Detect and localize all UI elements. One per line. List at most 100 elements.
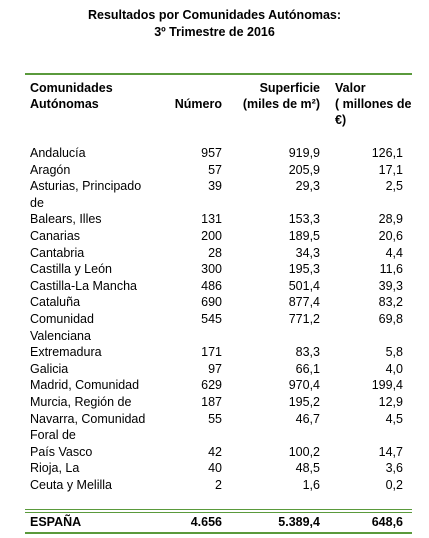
header-cell: Valor ( millones de €)	[335, 80, 425, 128]
header-line: Valor	[335, 81, 366, 95]
cell: Rioja, La	[30, 461, 80, 476]
table-row: Castilla y León 300 195,3 11,6	[0, 261, 429, 278]
cell: 153,3	[288, 212, 320, 227]
header-line: (miles de m²)	[242, 97, 320, 111]
cell: 69,8	[378, 311, 403, 326]
cell: Castilla y León	[30, 262, 112, 277]
cell: 66,1	[295, 361, 320, 376]
bottom-rule	[25, 532, 412, 534]
total-row: ESPAÑA 4.656 5.389,4 648,6	[0, 514, 429, 530]
title-line: 3º Trimestre de 2016	[154, 25, 275, 39]
header-line: Comunidades	[30, 81, 113, 95]
cell: 11,6	[379, 262, 403, 277]
table-row: Canarias 200 189,5 20,6	[0, 228, 429, 245]
cell: 195,2	[288, 394, 320, 409]
header-line: Superficie	[259, 81, 320, 95]
cell: Cantabria	[30, 245, 85, 260]
cell: 12,9	[378, 394, 403, 409]
cell: 34,3	[295, 245, 320, 260]
cell: 4,5	[385, 411, 403, 426]
cell: 55	[208, 411, 222, 426]
cell: 131	[201, 212, 222, 227]
total-cells: ESPAÑA 4.656 5.389,4 648,6	[0, 514, 429, 530]
header-cell: Número	[148, 96, 222, 112]
cell: 39,3	[378, 278, 403, 293]
table-row: Cataluña 690 877,4 83,2	[0, 294, 429, 311]
cell: País Vasco	[30, 444, 93, 459]
table-body: Andalucía 957 919,9 126,1 Aragón 57 205,9 17,1 A…	[0, 145, 429, 493]
table-row: Castilla-La Mancha 486 501,4 39,3	[0, 278, 429, 295]
cell: ESPAÑA	[30, 515, 82, 529]
cell: 648,6	[371, 515, 403, 529]
cell: Aragón	[30, 162, 71, 177]
table-row: Comunidad Valenciana 545 771,2 69,8	[0, 311, 429, 344]
cell: 46,7	[295, 411, 320, 426]
cell: 14,7	[378, 444, 403, 459]
cell: 97	[208, 361, 222, 376]
cell: 1,6	[302, 477, 320, 492]
cell: 629	[201, 378, 222, 393]
table-row: Galicia 97 66,1 4,0	[0, 361, 429, 378]
header-line: Número	[174, 97, 222, 111]
cell: 199,4	[371, 378, 403, 393]
cell: Navarra, Comunidad Foral de	[30, 411, 146, 443]
cell: Murcia, Región de	[30, 394, 132, 409]
cell: 29,3	[295, 179, 320, 194]
cell: 195,3	[288, 262, 320, 277]
cell: 2,5	[385, 179, 403, 194]
header-line: ( millones de	[335, 97, 412, 111]
cell: 28,9	[378, 212, 403, 227]
cell: 501,4	[288, 278, 320, 293]
table-row: Asturias, Principado de 39 29,3 2,5	[0, 178, 429, 211]
cell: 486	[201, 278, 222, 293]
cell: Balears, Illes	[30, 212, 102, 227]
cell: Andalucía	[30, 146, 86, 160]
cell: 48,5	[295, 461, 320, 476]
table-row: Cantabria 28 34,3 4,4	[0, 245, 429, 262]
cell: 970,4	[288, 378, 320, 393]
table-row: Rioja, La 40 48,5 3,6	[0, 460, 429, 477]
cell: 83,3	[295, 345, 320, 360]
table-row: Ceuta y Melilla 2 1,6 0,2	[0, 477, 429, 494]
cell: 300	[201, 262, 222, 277]
cell: 42	[208, 444, 222, 459]
header-line: €)	[335, 113, 347, 127]
cell: 4.656	[190, 515, 222, 529]
cell: Ceuta y Melilla	[30, 477, 112, 492]
header-cell: Comunidades Autónomas	[30, 80, 148, 112]
table-row: Navarra, Comunidad Foral de 55 46,7 4,5	[0, 411, 429, 444]
cell: 39	[208, 179, 222, 194]
cell: 690	[201, 295, 222, 310]
cell: 957	[201, 146, 222, 160]
cell: 4,4	[385, 245, 403, 260]
cell: 100,2	[288, 444, 320, 459]
header-rule	[25, 73, 412, 75]
cell: 57	[208, 162, 222, 177]
cell: Comunidad Valenciana	[30, 311, 94, 343]
cell: 5.389,4	[278, 515, 320, 529]
cell: 200	[201, 228, 222, 243]
total-rule-top2	[25, 512, 412, 513]
cell: 28	[208, 245, 222, 260]
cell: 2	[215, 477, 222, 492]
table-row: Madrid, Comunidad 629 970,4 199,4	[0, 377, 429, 394]
cell: 40	[208, 461, 222, 476]
cell: Madrid, Comunidad	[30, 378, 140, 393]
cell: 4,0	[385, 361, 403, 376]
cell: 5,8	[385, 345, 403, 360]
title: Resultados por Comunidades Autónomas: 3º …	[0, 7, 429, 41]
cell: 0,2	[385, 477, 403, 492]
table-header: Comunidades Autónomas Número Superficie (mil…	[0, 80, 429, 130]
total-rule-top	[25, 509, 412, 510]
cell: Extremadura	[30, 345, 102, 360]
table-row: Aragón 57 205,9 17,1	[0, 162, 429, 179]
header-line: Autónomas	[30, 97, 99, 111]
cell: 771,2	[288, 311, 320, 326]
table-row: Extremadura 171 83,3 5,8	[0, 344, 429, 361]
table-row: Andalucía 957 919,9 126,1	[0, 145, 429, 162]
cell: 205,9	[288, 162, 320, 177]
cell: 877,4	[288, 295, 320, 310]
cell: 545	[201, 311, 222, 326]
cell: 919,9	[288, 146, 320, 160]
